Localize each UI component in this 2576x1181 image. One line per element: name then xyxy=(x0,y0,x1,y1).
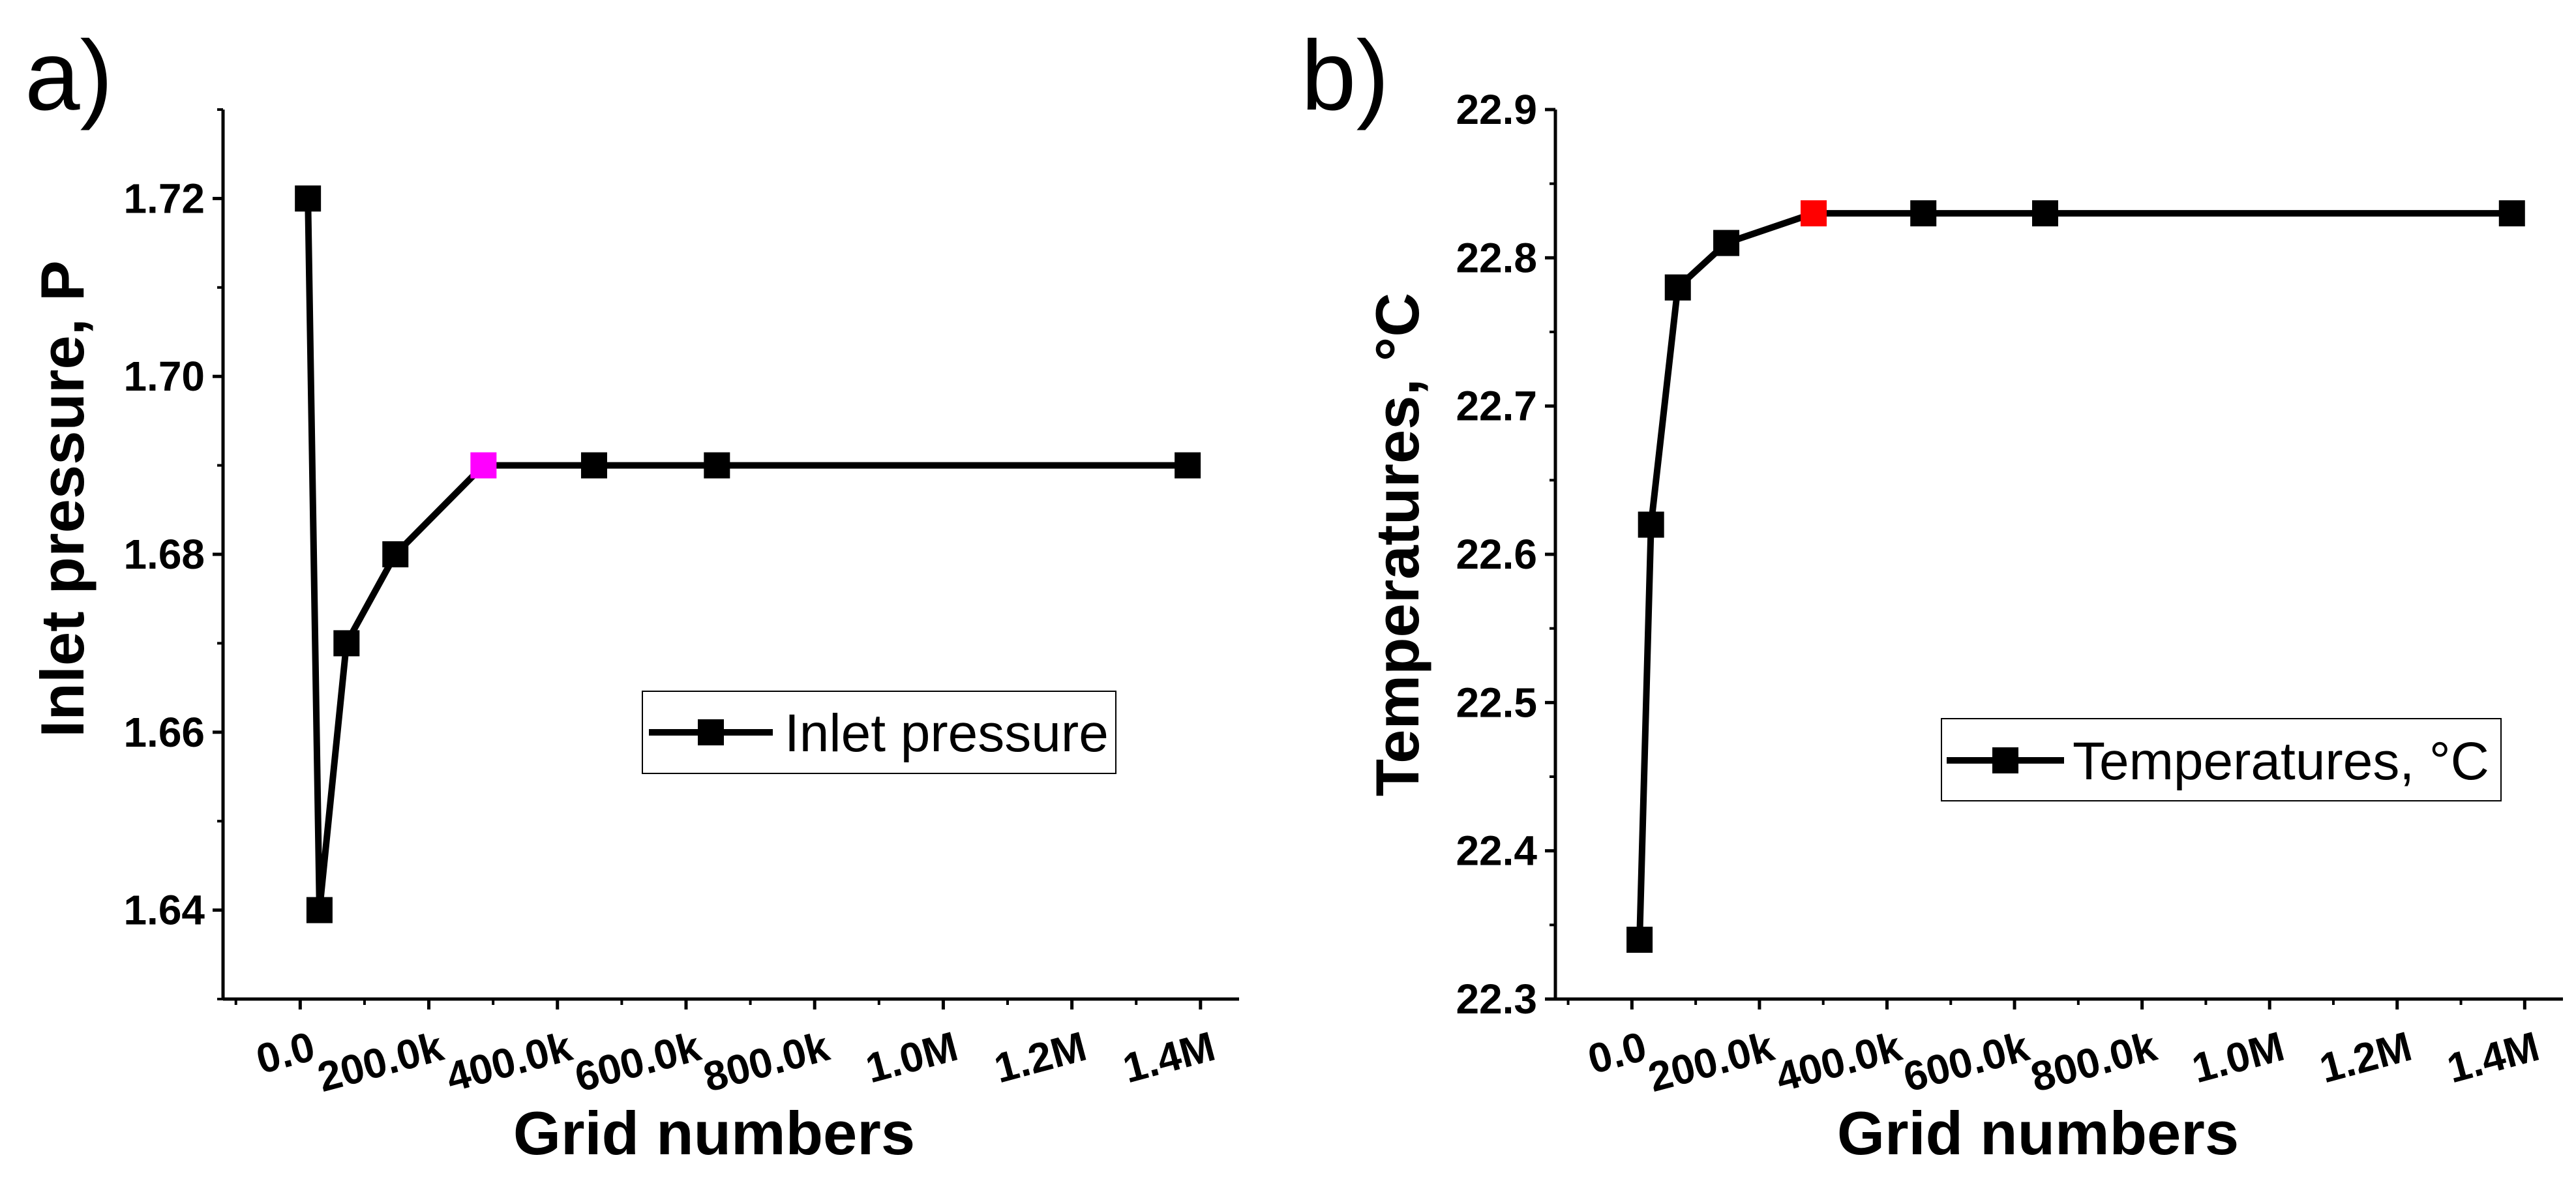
x-tick-label: 1.2M xyxy=(2314,1023,2416,1092)
x-tick-label: 1.4M xyxy=(2442,1023,2544,1092)
y-tick-label: 1.70 xyxy=(123,353,205,400)
series-line xyxy=(305,198,1188,914)
x-tick-label: 0.0 xyxy=(251,1023,320,1083)
data-point-marker xyxy=(1626,927,1653,953)
y-tick-label: 22.4 xyxy=(1456,828,1537,875)
data-point-marker xyxy=(2498,200,2525,227)
y-tick-label: 22.5 xyxy=(1456,679,1537,726)
panel-label-b: b) xyxy=(1301,20,1389,131)
x-tick-label: 800.0k xyxy=(2026,1023,2162,1101)
data-point-marker xyxy=(1801,200,1827,227)
legend-marker-b xyxy=(1992,747,2018,773)
y-tick-label: 22.6 xyxy=(1456,531,1537,578)
data-point-marker xyxy=(382,541,409,567)
data-point-marker xyxy=(1910,200,1937,227)
y-axis-title-a: Inlet pressure, P xyxy=(28,260,97,737)
x-tick-label: 600.0k xyxy=(570,1023,706,1101)
x-tick-label: 1.0M xyxy=(2187,1023,2289,1092)
legend-label-a: Inlet pressure xyxy=(785,704,1109,763)
data-point-marker xyxy=(1713,230,1740,256)
x-tick-label: 400.0k xyxy=(442,1023,577,1101)
y-tick-label: 1.68 xyxy=(123,531,205,578)
panel-label-a: a) xyxy=(25,20,113,131)
y-ticks-b: 22.3 22.4 22.5 22.6 22.7 22.8 22.9 xyxy=(1456,86,1555,1023)
y-ticks-a: 1.64 1.66 1.68 1.70 1.72 xyxy=(123,108,223,1000)
data-point-marker xyxy=(306,897,333,923)
y-tick-label: 1.72 xyxy=(123,175,205,222)
data-point-marker xyxy=(333,630,360,657)
data-point-marker xyxy=(2031,200,2058,227)
legend-a: Inlet pressure xyxy=(642,691,1116,774)
data-point-marker xyxy=(470,452,497,479)
data-point-marker xyxy=(580,452,607,479)
y-tick-label: 22.3 xyxy=(1456,976,1537,1023)
series-line-a xyxy=(305,198,1188,914)
series-line xyxy=(1636,210,2512,940)
legend-label-b: Temperatures, °C xyxy=(2073,732,2489,791)
x-tick-label: 200.0k xyxy=(1643,1023,1779,1101)
legend-marker-a xyxy=(698,719,724,745)
series-markers-b xyxy=(1626,200,2525,953)
x-tick-label: 800.0k xyxy=(698,1023,834,1101)
y-tick-label: 22.7 xyxy=(1456,383,1537,430)
y-tick-label: 22.8 xyxy=(1456,234,1537,281)
y-tick-label: 22.9 xyxy=(1456,86,1537,133)
series-markers-a xyxy=(295,185,1201,923)
x-tick-label: 200.0k xyxy=(312,1023,448,1101)
x-axis-title-a: Grid numbers xyxy=(513,1099,915,1167)
data-point-marker xyxy=(1175,452,1201,479)
series-line-b xyxy=(1636,210,2512,940)
data-point-marker xyxy=(1664,274,1691,301)
data-point-marker xyxy=(1638,511,1664,538)
data-point-marker xyxy=(295,185,322,212)
x-tick-label: 600.0k xyxy=(1898,1023,2034,1101)
data-point-marker xyxy=(704,452,730,479)
y-tick-label: 1.66 xyxy=(123,709,205,756)
x-axis-title-b: Grid numbers xyxy=(1837,1099,2239,1167)
x-tick-label: 1.0M xyxy=(861,1023,963,1092)
chart-panel-a: a) Grid numbers Inlet pressure, P 1.641.… xyxy=(25,20,1239,1167)
x-tick-label: 0.0 xyxy=(1583,1023,1651,1083)
y-tick-label: 1.64 xyxy=(123,887,205,934)
chart-panel-b: b) Grid numbers Temperatures, °C 22.322.… xyxy=(1301,20,2563,1167)
x-tick-label: 400.0k xyxy=(1771,1023,1906,1101)
x-tick-label: 1.2M xyxy=(989,1023,1091,1092)
legend-b: Temperatures, °C xyxy=(1941,718,2502,801)
x-tick-label: 1.4M xyxy=(1118,1023,1220,1092)
y-axis-title-b: Temperatures, °C xyxy=(1363,293,1431,796)
